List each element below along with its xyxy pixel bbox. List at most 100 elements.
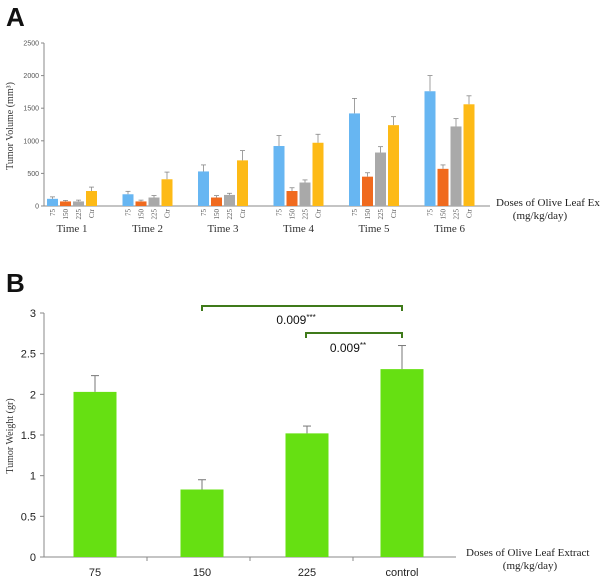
group-label: Time 5: [358, 223, 390, 235]
panel-b-letter: B: [6, 268, 25, 298]
panel-b-x-note-line2: (mg/kg/day): [503, 560, 558, 572]
group-label: Time 1: [56, 223, 87, 235]
group-label: Time 6: [434, 223, 466, 235]
bar-b-225: [285, 433, 329, 557]
series-tick-label: Ctr: [88, 208, 96, 218]
bar-a-ctr-t3: [237, 160, 248, 206]
panel-a-y-tick-label: 500: [27, 171, 39, 178]
panel-b-x-ticks: [146, 557, 354, 561]
series-tick-label: 225: [75, 209, 83, 220]
bar-a-75-t5: [349, 113, 360, 206]
bar-a-150-t4: [286, 191, 298, 206]
series-tick-label: 150: [289, 209, 297, 220]
category-label: 150: [193, 567, 211, 579]
series-tick-label: 150: [213, 209, 221, 220]
bar-a-75-t6: [424, 91, 436, 206]
bar-a-225-t1: [73, 201, 84, 206]
panel-b-y-ticks: 0 0.5 1 1.5 2 2.5 3: [21, 308, 44, 564]
bar-a-225-t5: [375, 152, 386, 206]
series-tick-label: 75: [125, 209, 133, 217]
panel-b-error-bars: [91, 345, 406, 490]
series-tick-label: 150: [62, 209, 70, 220]
group-label: Time 2: [132, 223, 163, 235]
panel-b-y-tick-label: 0.5: [21, 511, 36, 523]
panel-a-error-bars: [50, 75, 472, 202]
significance-bracket-bottom: [305, 332, 403, 338]
series-tick-label: 225: [151, 209, 159, 220]
bar-a-225-t3: [224, 194, 235, 206]
category-label: 225: [298, 567, 316, 579]
panel-a-group-labels: Time 1 Time 2 Time 3 Time 4 Time 5 Time 6: [56, 223, 465, 235]
bar-a-75-t1: [47, 198, 58, 206]
bar-a-ctr-t6: [463, 104, 475, 206]
significance-label-top: 0.009***: [276, 313, 315, 327]
panel-a-bars: [47, 91, 475, 206]
series-tick-label: Ctr: [466, 208, 474, 218]
panel-b-y-tick-label: 0: [30, 552, 36, 564]
bar-b-150: [180, 489, 224, 557]
series-tick-label: Ctr: [239, 208, 247, 218]
panel-a: A Tumor Volume (mm³) 0 500 1000 1500 2000 250…: [5, 2, 600, 235]
bar-a-75-t3: [198, 171, 209, 206]
series-tick-label: Ctr: [315, 208, 323, 218]
panel-a-y-tick-label: 1500: [23, 106, 39, 113]
panel-a-series-labels: 75 150 225 Ctr 75 150 225 Ctr 75 150 225 Ctr 75 150 22…: [49, 208, 474, 219]
bar-a-225-t4: [299, 182, 311, 206]
bar-a-75-t2: [122, 194, 134, 206]
panel-a-y-tick-label: 1000: [23, 138, 39, 145]
panel-b-y-tick-label: 2: [30, 389, 36, 401]
series-tick-label: 75: [49, 209, 57, 217]
panel-a-x-note-line2: (mg/kg/day): [513, 210, 568, 222]
panel-a-y-ticks: 0 500 1000 1500 2000 2500: [23, 41, 44, 211]
category-label: 75: [89, 567, 101, 579]
significance-stars-top: ***: [306, 313, 315, 322]
series-tick-label: 225: [453, 209, 461, 220]
bar-a-ctr-t5: [388, 125, 399, 206]
bar-a-ctr-t1: [86, 191, 97, 206]
group-label: Time 3: [207, 223, 239, 235]
bar-a-150-t6: [437, 168, 449, 206]
bar-a-150-t5: [362, 176, 373, 206]
panel-b-y-axis-label: Tumor Weight (gr): [5, 398, 16, 473]
panel-a-x-note-line1: Doses of Olive Leaf Extract: [496, 197, 600, 209]
bar-a-150-t2: [135, 201, 147, 206]
panel-b-x-note-line1: Doses of Olive Leaf Extract: [466, 547, 589, 559]
series-tick-label: 150: [440, 209, 448, 220]
bar-a-ctr-t2: [161, 179, 173, 206]
group-label: Time 4: [283, 223, 315, 235]
bar-a-150-t3: [211, 197, 222, 206]
bar-a-150-t1: [60, 201, 71, 206]
panel-a-y-tick-label: 2500: [23, 41, 39, 48]
significance-stars-bottom: **: [360, 341, 366, 350]
significance-value-top: 0.009: [276, 313, 306, 327]
panel-b-bars: [73, 369, 424, 557]
series-tick-label: 150: [364, 209, 372, 220]
significance-label-bottom: 0.009**: [330, 341, 366, 355]
panel-b: B Tumor Weight (gr) 0 0.5 1 1.5 2 2.5 3 75 150 2…: [5, 268, 589, 579]
panel-b-category-labels: 75 150 225 control: [89, 567, 419, 579]
significance-bracket-top: [201, 305, 403, 311]
series-tick-label: 75: [200, 209, 208, 217]
panel-a-letter: A: [6, 2, 25, 32]
panel-b-y-tick-label: 2.5: [21, 349, 36, 361]
series-tick-label: 225: [302, 209, 310, 220]
category-label: control: [385, 567, 418, 579]
bar-a-75-t4: [273, 146, 285, 206]
series-tick-label: 75: [351, 209, 359, 217]
panel-b-y-tick-label: 3: [30, 308, 36, 320]
series-tick-label: Ctr: [390, 208, 398, 218]
bar-b-75: [73, 391, 117, 557]
bar-a-225-t2: [148, 197, 160, 206]
panel-b-y-tick-label: 1: [30, 471, 36, 483]
bar-b-control: [380, 369, 424, 557]
panel-b-y-tick-label: 1.5: [21, 430, 36, 442]
series-tick-label: Ctr: [164, 208, 172, 218]
bar-a-225-t6: [450, 126, 462, 206]
bar-a-ctr-t4: [312, 142, 324, 206]
series-tick-label: 75: [427, 209, 435, 217]
series-tick-label: 150: [138, 209, 146, 220]
panel-a-y-axis-label: Tumor Volume (mm³): [5, 82, 16, 170]
panel-a-y-tick-label: 2000: [23, 73, 39, 80]
significance-value-bottom: 0.009: [330, 341, 360, 355]
